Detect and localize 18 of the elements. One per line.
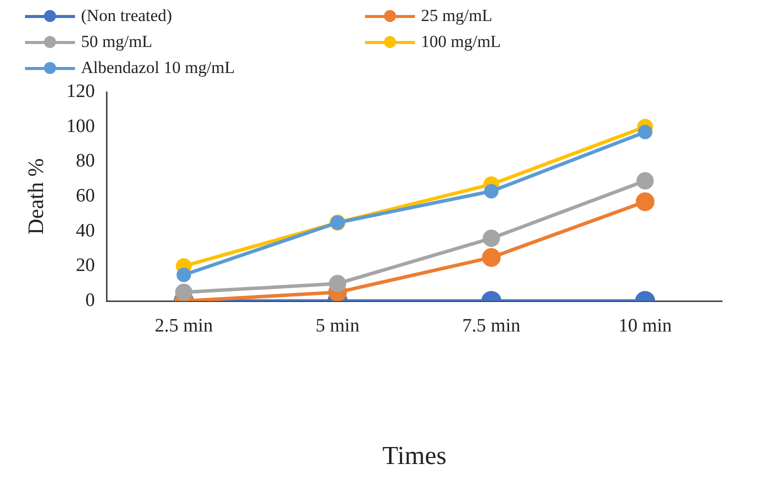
legend-label: (Non treated) xyxy=(81,6,172,26)
legend-label: 25 mg/mL xyxy=(421,6,492,26)
y-tick-label: 120 xyxy=(66,80,95,102)
y-tick-label: 0 xyxy=(85,290,95,311)
x-tick-label: 2.5 min xyxy=(154,315,214,336)
x-tick-label: 7.5 min xyxy=(462,315,521,336)
x-tick-label: 5 min xyxy=(316,315,360,336)
y-tick-label: 60 xyxy=(76,185,95,206)
y-tick-label: 100 xyxy=(66,116,95,137)
x-axis-title: Times xyxy=(382,441,446,470)
y-axis-title: Death % xyxy=(22,158,48,235)
legend-label: 100 mg/mL xyxy=(421,32,501,52)
y-tick-label: 80 xyxy=(76,150,95,172)
legend-label: 50 mg/mL xyxy=(81,32,152,52)
x-tick-label: 10 min xyxy=(618,315,672,336)
legend-label: Albendazol 10 mg/mL xyxy=(81,58,235,78)
y-tick-label: 20 xyxy=(76,255,95,276)
y-tick-label: 40 xyxy=(76,220,95,242)
